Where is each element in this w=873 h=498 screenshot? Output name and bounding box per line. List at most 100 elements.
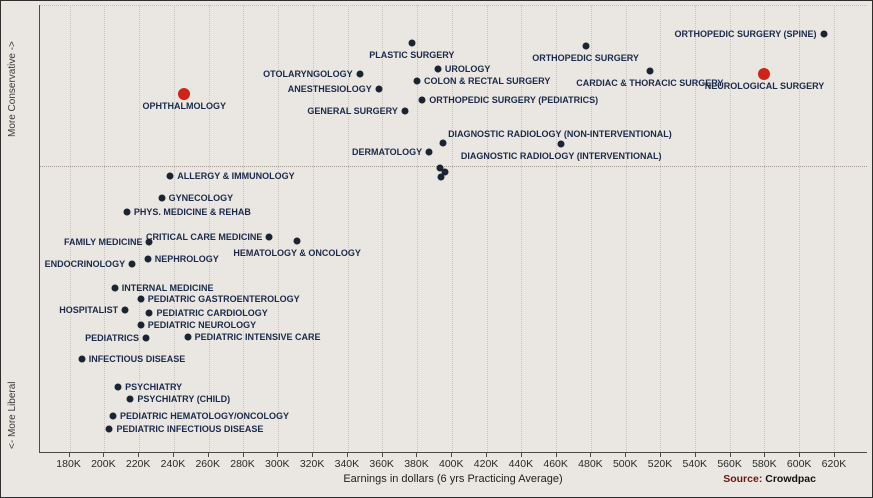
x-tick-mark — [520, 453, 522, 457]
x-tick-label: 520K — [647, 458, 673, 470]
dot — [265, 233, 273, 241]
x-tick-label: 380K — [404, 458, 429, 470]
source-credit: Source: Crowdpac — [723, 473, 816, 485]
x-axis-ticks: 180K 200K 220K 240K 260K 280K 300K 320K 340K 360K… — [39, 453, 867, 473]
dot — [413, 77, 421, 85]
x-tick-label: 280K — [230, 458, 255, 470]
dot — [437, 173, 445, 181]
x-tick-mark — [451, 453, 453, 457]
x-tick-mark — [103, 453, 105, 457]
dot — [78, 355, 86, 363]
x-tick-label: 480K — [578, 458, 603, 470]
x-tick-mark — [590, 453, 592, 457]
point-label: ORTHOPEDIC SURGERY — [532, 53, 639, 64]
x-tick-label: 360K — [369, 458, 394, 470]
point-label: PEDIATRIC INFECTIOUS DISEASE — [116, 423, 264, 434]
point-label: FAMILY MEDICINE — [63, 236, 143, 247]
y-axis-label-conservative: More Conservative -> — [7, 41, 18, 137]
dot — [126, 395, 134, 403]
gridline-vertical — [278, 5, 280, 452]
x-axis-title: Earnings in dollars (6 yrs Practicing Av… — [343, 473, 563, 485]
gridline-vertical — [417, 5, 418, 452]
dot — [408, 39, 416, 47]
dot — [137, 321, 145, 329]
x-tick-label: 180K — [56, 458, 81, 470]
dot — [105, 425, 113, 433]
x-tick-mark — [625, 453, 627, 457]
point-label: PEDIATRIC HEMATOLOGY/ONCOLOGY — [119, 410, 289, 421]
dot — [820, 30, 828, 38]
point-label: HEMATOLOGY & ONCOLOGY — [233, 248, 361, 259]
dot — [441, 168, 449, 176]
x-tick-mark — [486, 453, 488, 457]
gridline-vertical — [208, 5, 210, 452]
point-label: PEDIATRIC CARDIOLOGY — [156, 307, 268, 318]
point-label: ORTHOPEDIC SURGERY (SPINE) — [674, 29, 817, 40]
point-label: ORTHOPEDIC SURGERY (PEDIATRICS) — [429, 95, 599, 106]
point-label: GYNECOLOGY — [168, 192, 234, 203]
point-label: CARDIAC & THORACIC SURGERY — [576, 78, 724, 89]
dot — [145, 238, 153, 246]
point-label: OTOLARYNGOLOGY — [263, 69, 353, 80]
point-label: GENERAL SURGERY — [307, 106, 398, 117]
x-tick-mark — [68, 453, 70, 457]
dot — [184, 333, 192, 341]
dot — [425, 148, 433, 156]
x-tick-label: 340K — [334, 458, 360, 470]
point-label: ALLERGY & IMMUNOLOGY — [177, 170, 295, 181]
point-label: PEDIATRICS — [85, 333, 139, 344]
point-label: DERMATOLOGY — [352, 146, 423, 157]
point-label: CRITICAL CARE MEDICINE — [145, 231, 263, 242]
point-label: PLASTIC SURGERY — [369, 49, 455, 60]
gridline-vertical — [451, 5, 453, 452]
point-label: NEPHROLOGY — [154, 254, 219, 265]
gridline-vertical — [625, 5, 627, 452]
x-tick-label: 620K — [821, 458, 847, 470]
x-tick-label: 600K — [786, 458, 812, 470]
dot — [557, 140, 565, 148]
x-tick-mark — [346, 453, 348, 457]
x-tick-label: 560K — [717, 458, 742, 470]
point-label: ANESTHESIOLOGY — [287, 84, 372, 95]
x-tick-mark — [694, 453, 696, 457]
x-tick-mark — [381, 453, 383, 457]
dot — [582, 42, 590, 50]
dot — [166, 172, 174, 180]
point-label: INFECTIOUS DISEASE — [88, 353, 186, 364]
point-label: DIAGNOSTIC RADIOLOGY (INTERVENTIONAL) — [460, 151, 662, 162]
highlighted-dot — [758, 68, 771, 81]
gridline-vertical — [660, 5, 662, 452]
x-tick-label: 460K — [543, 458, 568, 470]
x-tick-mark — [138, 453, 140, 457]
gridline-vertical — [312, 5, 314, 452]
dot — [137, 295, 145, 303]
x-tick-label: 500K — [612, 458, 638, 470]
dot — [128, 260, 136, 268]
gridline-vertical — [382, 5, 384, 452]
gridline-horizontal-top — [40, 5, 867, 6]
highlighted-dot — [178, 87, 191, 100]
gridline-vertical — [173, 5, 175, 452]
x-tick-label: 240K — [160, 458, 186, 470]
gridline-vertical — [69, 5, 71, 452]
dot — [436, 164, 444, 172]
dot — [123, 208, 131, 216]
dot — [646, 67, 654, 75]
x-tick-mark — [172, 453, 174, 457]
x-tick-mark — [312, 453, 314, 457]
plot-area: ORTHOPEDIC SURGERY (SPINE) PLASTIC SURGER… — [39, 5, 867, 453]
point-label: PHYS. MEDICINE & REHAB — [133, 206, 251, 217]
dot — [114, 383, 122, 391]
point-label: HOSPITALIST — [59, 305, 119, 316]
gridline-vertical — [139, 5, 141, 452]
x-tick-mark — [660, 453, 661, 457]
dot — [144, 255, 152, 263]
point-label: OPHTHALMOLOGY — [142, 100, 226, 111]
x-tick-label: 320K — [299, 458, 325, 470]
dot — [111, 284, 119, 292]
point-label: PEDIATRIC INTENSIVE CARE — [194, 331, 321, 342]
x-tick-mark — [242, 453, 244, 457]
source-prefix-label: Source: — [723, 473, 763, 485]
dot — [145, 309, 153, 317]
